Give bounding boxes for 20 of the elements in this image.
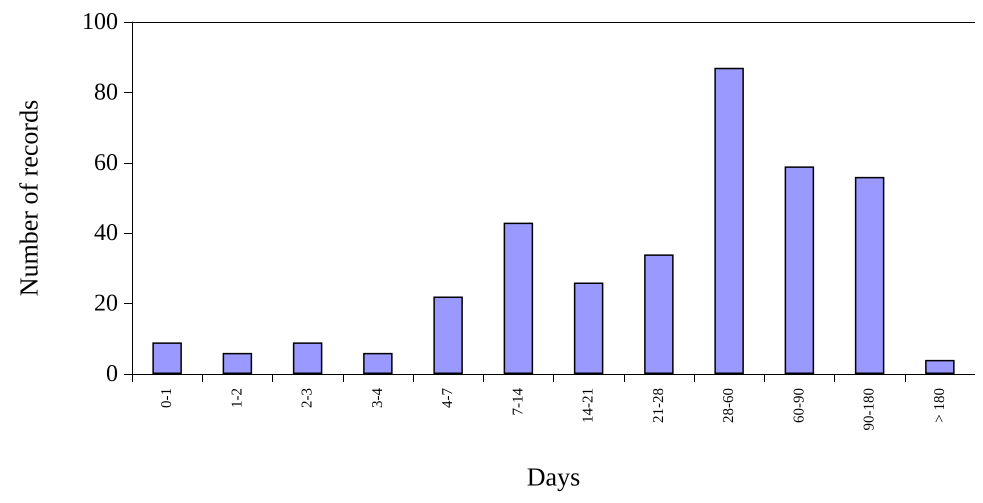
x-tick-label: 60-90 <box>791 388 808 423</box>
x-tick-label: 4-7 <box>440 388 456 408</box>
x-tick-label: 90-180 <box>862 388 878 430</box>
x-tick-label: 28-60 <box>721 388 738 423</box>
y-tick-label: 20 <box>94 290 118 317</box>
x-tick-label: > 180 <box>932 388 948 423</box>
x-tick-label: 2-3 <box>300 388 316 408</box>
x-axis-title: Days <box>526 462 580 492</box>
y-tick-label: 40 <box>94 220 118 246</box>
y-tick-label: 100 <box>82 9 118 35</box>
x-tick-label: 7-14 <box>510 388 526 416</box>
x-tick-label: 21-28 <box>650 388 667 423</box>
x-tick-label: 0-1 <box>159 388 176 408</box>
y-tick-label: 0 <box>106 361 118 387</box>
x-tick-label: 14-21 <box>580 388 597 423</box>
y-tick-label: 60 <box>94 150 118 176</box>
x-tick-label: 3-4 <box>370 388 386 408</box>
x-tick-label: 1-2 <box>229 388 246 408</box>
y-tick-label: 80 <box>94 79 118 106</box>
y-axis-title: Number of records <box>14 100 44 296</box>
